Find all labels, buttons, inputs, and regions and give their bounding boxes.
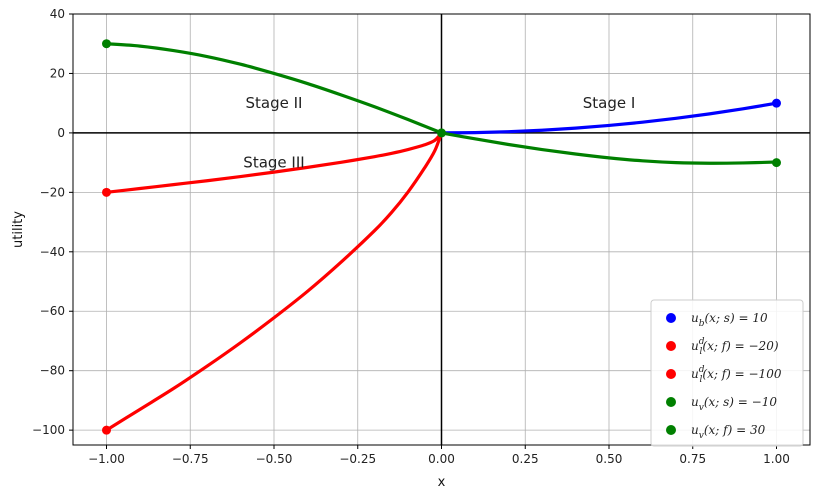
y-tick-label: −80 xyxy=(40,364,65,378)
series-line-1 xyxy=(439,101,779,135)
y-tick-label: 0 xyxy=(57,126,65,140)
endpoint-marker xyxy=(437,128,446,138)
endpoint-marker xyxy=(772,158,781,168)
endpoint-markers xyxy=(102,39,781,435)
y-tick-label: −100 xyxy=(32,423,65,437)
x-tick-label: 0.50 xyxy=(596,452,623,466)
legend-entry: ud l(x; f) = −20) xyxy=(691,337,779,357)
series-lines xyxy=(104,42,779,432)
legend-box xyxy=(650,299,804,447)
series-line-2 xyxy=(104,131,444,194)
series-line-3 xyxy=(104,131,444,432)
stage-annotation: Stage III xyxy=(243,154,304,172)
tick-labels: −1.00 −0.75 −0.50 −0.25 0.00 0.25 0.50 0.75 1.00… xyxy=(32,7,790,466)
x-tick-label: 0.75 xyxy=(679,452,706,466)
legend-entry: ud l(x; f) = −100 xyxy=(691,365,782,385)
stage-annotation: Stage I xyxy=(583,94,636,112)
legend-marker xyxy=(666,369,676,379)
endpoint-marker xyxy=(772,98,781,108)
legend-marker xyxy=(666,313,676,323)
x-axis-label: x xyxy=(438,475,446,490)
endpoint-marker xyxy=(102,425,111,435)
stage-annotations: Stage I Stage II Stage III xyxy=(243,94,635,171)
y-axis-label: utility xyxy=(11,211,26,248)
stage-annotation: Stage II xyxy=(246,94,303,112)
x-tick-label: 0.25 xyxy=(512,452,539,466)
y-tick-label: −40 xyxy=(40,245,65,259)
y-tick-label: −60 xyxy=(40,304,65,318)
series-line-5 xyxy=(104,42,444,135)
plot-frame xyxy=(72,13,811,446)
x-tick-label: −0.25 xyxy=(339,452,376,466)
legend-marker xyxy=(666,425,676,435)
x-tick-label: −0.50 xyxy=(256,452,293,466)
series-line-4 xyxy=(439,131,779,165)
x-tick-label: 0.00 xyxy=(428,452,455,466)
legend-entry: uv(x; f) = 30 xyxy=(691,423,766,441)
x-tick-label: −1.00 xyxy=(88,452,125,466)
endpoint-marker xyxy=(102,39,111,49)
legend-marker xyxy=(666,397,676,407)
x-tick-label: −0.75 xyxy=(172,452,209,466)
legend: ub(x; s) = 10 ud l(x; f) = −20) ud l(x; f) =… xyxy=(650,299,804,447)
legend-entry: uv(x; s) = −10 xyxy=(691,395,777,413)
legend-entry: ub(x; s) = 10 xyxy=(691,311,768,329)
y-tick-label: 40 xyxy=(50,7,65,21)
y-tick-label: 20 xyxy=(50,66,65,80)
y-tick-label: −20 xyxy=(40,185,65,199)
x-tick-label: 1.00 xyxy=(763,452,790,466)
legend-marker xyxy=(666,341,676,351)
endpoint-marker xyxy=(102,187,111,197)
